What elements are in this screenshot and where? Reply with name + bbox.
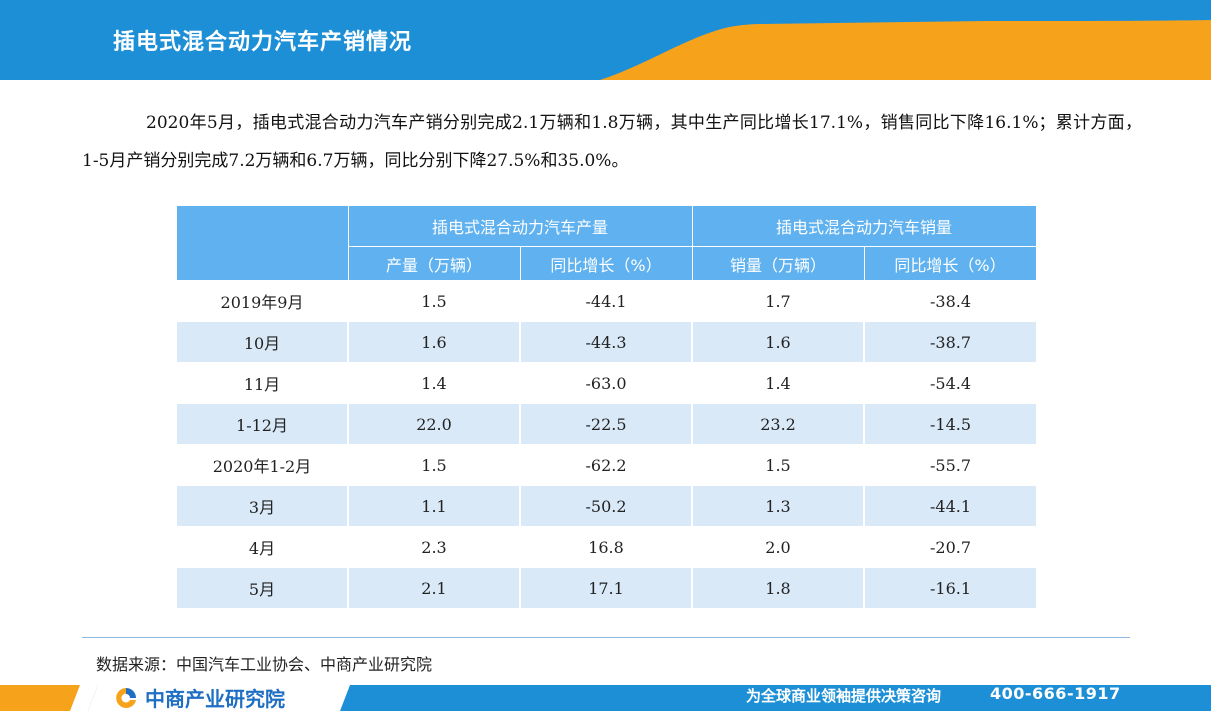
header-background [0,0,1211,80]
sales-yoy-cell: -20.7 [863,526,1037,568]
data-source: 数据来源：中国汽车工业协会、中商产业研究院 [96,655,433,674]
production-cell: 2.1 [347,567,520,608]
footer-background [0,685,1211,711]
period-cell: 2019年9月 [175,280,348,322]
production-cell: 1.4 [347,362,520,404]
sales-cell: 1.3 [691,485,865,527]
source-divider [82,637,1130,638]
production-yoy-cell: 16.8 [518,526,693,568]
production-group-header: 插电式混合动力汽车产量 [347,205,693,247]
production-cell: 22.0 [347,403,520,445]
data-table: 插电式混合动力汽车产量 插电式混合动力汽车销量 产量（万辆） 同比增长（%） 销… [175,205,1037,608]
production-cell: 1.5 [347,280,520,322]
footer-slogan: 为全球商业领袖提供决策咨询 [746,687,942,705]
production-yoy-cell: -62.2 [518,444,693,486]
page-title: 插电式混合动力汽车产销情况 [113,30,413,55]
sales-yoy-cell: -55.7 [863,444,1037,486]
period-cell: 11月 [175,362,348,404]
sales-group-header: 插电式混合动力汽车销量 [691,205,1037,247]
table-group-header-row: 插电式混合动力汽车产量 插电式混合动力汽车销量 [175,205,1037,281]
sales-cell: 1.5 [691,444,865,486]
company-logo: 中商产业研究院 [113,683,285,712]
sales-cell: 1.4 [691,362,865,404]
sales-yoy-cell: -14.5 [863,403,1037,445]
production-yoy-cell: -44.1 [518,280,693,322]
column-header-sales: 销量（万辆） [691,246,865,281]
summary-paragraph: 2020年5月，插电式混合动力汽车产销分别完成2.1万辆和1.8万辆，其中生产同… [82,113,1142,171]
sales-cell: 2.0 [691,526,865,568]
production-yoy-cell: -63.0 [518,362,693,404]
table-row: 1-12月 22.0 -22.5 23.2 -14.5 [175,403,1037,445]
production-yoy-cell: 17.1 [518,567,693,608]
period-cell: 4月 [175,526,348,568]
production-yoy-cell: -50.2 [518,485,693,527]
column-header-production-yoy: 同比增长（%） [519,246,693,281]
header-banner: 插电式混合动力汽车产销情况 [0,0,1211,80]
sales-yoy-cell: -16.1 [863,567,1037,608]
footer-phone: 400-666-1917 [990,684,1121,703]
period-cell: 10月 [175,321,348,363]
table-row: 4月 2.3 16.8 2.0 -20.7 [175,526,1037,568]
table-row: 3月 1.1 -50.2 1.3 -44.1 [175,485,1037,527]
logo-text: 中商产业研究院 [145,687,285,711]
production-cell: 1.6 [347,321,520,363]
sales-yoy-cell: -54.4 [863,362,1037,404]
sales-yoy-cell: -44.1 [863,485,1037,527]
table-row: 2019年9月 1.5 -44.1 1.7 -38.4 [175,280,1037,322]
period-cell: 1-12月 [175,403,348,445]
table-row: 11月 1.4 -63.0 1.4 -54.4 [175,362,1037,404]
sales-yoy-cell: -38.4 [863,280,1037,322]
logo-icon [116,687,136,708]
period-cell: 2020年1-2月 [175,444,348,486]
column-header-sales-yoy: 同比增长（%） [863,246,1037,281]
table-row: 5月 2.1 17.1 1.8 -16.1 [175,567,1037,608]
sales-cell: 1.8 [691,567,865,608]
table-row: 2020年1-2月 1.5 -62.2 1.5 -55.7 [175,444,1037,486]
footer-bar [0,681,1211,711]
production-yoy-cell: -22.5 [518,403,693,445]
sales-yoy-cell: -38.7 [863,321,1037,363]
production-cell: 2.3 [347,526,520,568]
production-cell: 1.5 [347,444,520,486]
sales-cell: 1.6 [691,321,865,363]
period-cell: 3月 [175,485,348,527]
production-yoy-cell: -44.3 [518,321,693,363]
corner-header-cell [175,205,349,281]
table-row: 10月 1.6 -44.3 1.6 -38.7 [175,321,1037,363]
sales-cell: 1.7 [691,280,865,322]
production-cell: 1.1 [347,485,520,527]
sales-cell: 23.2 [691,403,865,445]
period-cell: 5月 [175,567,348,608]
table-sub-header-row: 产量（万辆） 同比增长（%） 销量（万辆） 同比增长（%） [176,246,1037,281]
column-header-production: 产量（万辆） [347,246,521,281]
